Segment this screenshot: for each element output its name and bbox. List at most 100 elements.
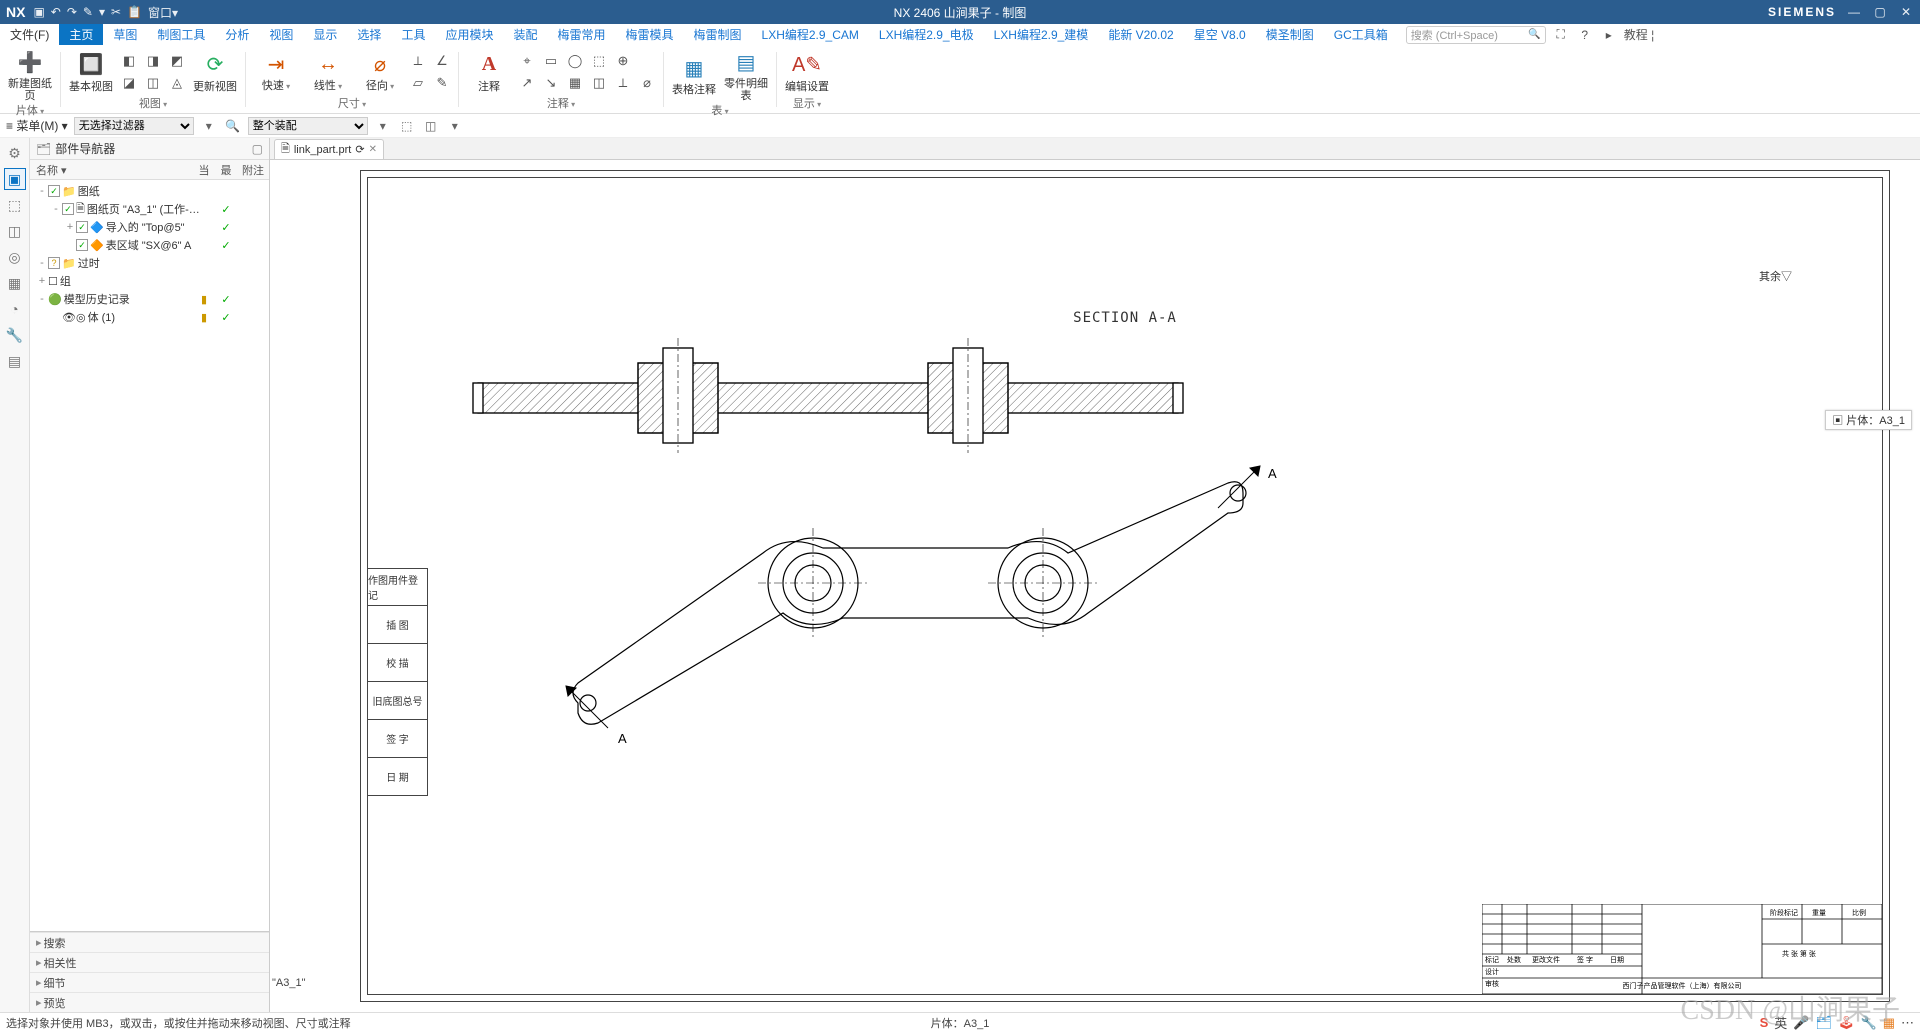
note-s9[interactable]: ◫ bbox=[589, 73, 609, 93]
qat-undo-icon[interactable]: ↶ bbox=[51, 5, 61, 19]
tab-close-icon[interactable]: ✕ bbox=[369, 144, 377, 155]
menu-sketch[interactable]: 草图 bbox=[103, 24, 147, 45]
view-small-2[interactable]: ◨ bbox=[143, 51, 163, 71]
navigator-close-icon[interactable]: ▢ bbox=[252, 142, 263, 156]
acc-search[interactable]: 搜索 bbox=[30, 932, 269, 952]
sidetab-part-navigator[interactable]: ▣ bbox=[4, 168, 26, 190]
note-s2[interactable]: ▭ bbox=[541, 51, 561, 71]
filter-icon-2[interactable]: 🔍 bbox=[224, 119, 242, 133]
menu-view[interactable]: 视图 bbox=[259, 24, 303, 45]
menu-xk-v8[interactable]: 星空 V8.0 bbox=[1184, 24, 1256, 45]
qat-window-menu[interactable]: 窗口▾ bbox=[148, 4, 178, 21]
note-s1[interactable]: ⌖ bbox=[517, 51, 537, 71]
menu-ms[interactable]: 模圣制图 bbox=[1256, 24, 1324, 45]
base-view-button[interactable]: 🔲基本视图 bbox=[67, 51, 115, 93]
command-search[interactable]: 搜索 (Ctrl+Space) bbox=[1406, 26, 1546, 44]
view-small-6[interactable]: ◬ bbox=[167, 73, 187, 93]
radial-dim-button[interactable]: ⌀径向 bbox=[356, 50, 404, 93]
sidetab-1[interactable]: ⚙ bbox=[4, 142, 26, 164]
tree-row[interactable]: ✓🔶表区域 "SX@6" A✓ bbox=[30, 236, 269, 254]
linear-dim-button[interactable]: ↔线性 bbox=[304, 50, 352, 93]
qat-redo-icon[interactable]: ↷ bbox=[67, 5, 77, 19]
drawing-canvas[interactable]: SECTION A-A 其余▽ 作图用件登记 插 图 校 描 旧底图总号 签 字… bbox=[270, 160, 1920, 1012]
close-button[interactable]: ✕ bbox=[1898, 5, 1914, 19]
dim-small-2[interactable]: ∠ bbox=[432, 51, 452, 71]
filter-icon-6[interactable]: ▾ bbox=[446, 119, 464, 133]
menu-assembly[interactable]: 装配 bbox=[503, 24, 547, 45]
tree-row[interactable]: +✓🔷导入的 "Top@5"✓ bbox=[30, 218, 269, 236]
sidetab-4[interactable]: ◫ bbox=[4, 220, 26, 242]
tray-mic-icon[interactable]: 🎤 bbox=[1793, 1015, 1809, 1031]
tab-pin-icon[interactable]: ⟳ bbox=[355, 143, 364, 156]
menu-tools[interactable]: 工具 bbox=[391, 24, 435, 45]
menu-button[interactable]: ≡ 菜单(M) ▾ bbox=[6, 117, 68, 134]
menu-home[interactable]: 主页 bbox=[59, 24, 103, 45]
dim-small-4[interactable]: ✎ bbox=[432, 73, 452, 93]
sheet-bottom-tab[interactable]: "A3_1" bbox=[270, 974, 306, 992]
filter-icon-3[interactable]: ▾ bbox=[374, 119, 392, 133]
tree-row[interactable]: 👁◎体 (1)▮✓ bbox=[30, 308, 269, 326]
acc-detail[interactable]: 细节 bbox=[30, 972, 269, 992]
menu-lxh-cam[interactable]: LXH编程2.9_CAM bbox=[752, 24, 869, 45]
scope-select[interactable]: 整个装配 bbox=[248, 117, 368, 135]
tree-row[interactable]: -✓🗎图纸页 "A3_1" (工作-…✓ bbox=[30, 200, 269, 218]
qat-cut-icon[interactable]: ✂ bbox=[111, 5, 121, 19]
tray-lang[interactable]: 英 bbox=[1774, 1013, 1787, 1032]
sidetab-9[interactable]: ▤ bbox=[4, 350, 26, 372]
col-current[interactable]: 当 bbox=[193, 160, 215, 179]
filter-icon-4[interactable]: ⬚ bbox=[398, 119, 416, 133]
menu-analysis[interactable]: 分析 bbox=[215, 24, 259, 45]
tutorial-label[interactable]: 教程 ¦ bbox=[1624, 26, 1654, 43]
col-remark[interactable]: 附注 bbox=[237, 160, 269, 179]
menu-lxh-model[interactable]: LXH编程2.9_建模 bbox=[984, 24, 1099, 45]
col-name[interactable]: 名称 ▾ bbox=[30, 160, 193, 179]
sidetab-3[interactable]: ⬚ bbox=[4, 194, 26, 216]
menu-application[interactable]: 应用模块 bbox=[435, 24, 503, 45]
filter-icon-1[interactable]: ▾ bbox=[200, 119, 218, 133]
note-s8[interactable]: ▦ bbox=[565, 73, 585, 93]
col-latest[interactable]: 最 bbox=[215, 160, 237, 179]
tree-row[interactable]: -?📁过时 bbox=[30, 254, 269, 272]
qat-paste-icon[interactable]: 📋 bbox=[127, 5, 142, 19]
note-s11[interactable]: ⌀ bbox=[637, 73, 657, 93]
tree-row[interactable]: -🟢模型历史记录▮✓ bbox=[30, 290, 269, 308]
update-view-button[interactable]: ⟳更新视图 bbox=[191, 51, 239, 93]
sidetab-6[interactable]: ▦ bbox=[4, 272, 26, 294]
tray-icon-4[interactable]: ▦ bbox=[1883, 1015, 1895, 1031]
parts-list-button[interactable]: ▤零件明细表 bbox=[722, 48, 770, 102]
table-note-button[interactable]: ▦表格注释 bbox=[670, 54, 718, 96]
menu-nx-v20[interactable]: 能新 V20.02 bbox=[1098, 24, 1183, 45]
type-filter-select[interactable]: 无选择过滤器 bbox=[74, 117, 194, 135]
tray-icon-2[interactable]: 🕹 bbox=[1838, 1015, 1855, 1031]
menu-plugin-3[interactable]: 梅雷制图 bbox=[684, 24, 752, 45]
dim-small-1[interactable]: ⟂ bbox=[408, 51, 428, 71]
view-small-1[interactable]: ◧ bbox=[119, 51, 139, 71]
dim-small-3[interactable]: ▱ bbox=[408, 73, 428, 93]
menu-plugin-2[interactable]: 梅雷模具 bbox=[616, 24, 684, 45]
note-s3[interactable]: ◯ bbox=[565, 51, 585, 71]
view-small-4[interactable]: ◪ bbox=[119, 73, 139, 93]
tree-row[interactable]: -✓📁图纸 bbox=[30, 182, 269, 200]
tray-icon-1[interactable]: 🗂 bbox=[1815, 1015, 1832, 1031]
note-button[interactable]: A注释 bbox=[465, 51, 513, 93]
menu-plugin-1[interactable]: 梅雷常用 bbox=[547, 24, 615, 45]
menu-lxh-electrode[interactable]: LXH编程2.9_电极 bbox=[869, 24, 984, 45]
tutorial-icon[interactable]: ▸ bbox=[1600, 28, 1618, 42]
ime-icon[interactable]: S bbox=[1760, 1015, 1769, 1030]
acc-relevance[interactable]: 相关性 bbox=[30, 952, 269, 972]
menu-select[interactable]: 选择 bbox=[347, 24, 391, 45]
tray-icon-3[interactable]: 🔧 bbox=[1861, 1015, 1877, 1031]
menu-file[interactable]: 文件(F) bbox=[0, 24, 59, 45]
help-icon[interactable]: ? bbox=[1576, 28, 1594, 42]
edit-settings-button[interactable]: A✎编辑设置 bbox=[783, 51, 831, 93]
document-tab[interactable]: 🗎 link_part.prt ⟳ ✕ bbox=[274, 139, 384, 159]
sidetab-8[interactable]: 🔧 bbox=[4, 324, 26, 346]
qat-more-icon[interactable]: ▾ bbox=[99, 5, 105, 19]
filter-icon-5[interactable]: ◫ bbox=[422, 119, 440, 133]
acc-preview[interactable]: 预览 bbox=[30, 992, 269, 1012]
note-s7[interactable]: ↘ bbox=[541, 73, 561, 93]
qat-edit-icon[interactable]: ✎ bbox=[83, 5, 93, 19]
fullscreen-icon[interactable]: ⛶ bbox=[1552, 27, 1570, 42]
menu-drafting-tools[interactable]: 制图工具 bbox=[147, 24, 215, 45]
view-small-3[interactable]: ◩ bbox=[167, 51, 187, 71]
